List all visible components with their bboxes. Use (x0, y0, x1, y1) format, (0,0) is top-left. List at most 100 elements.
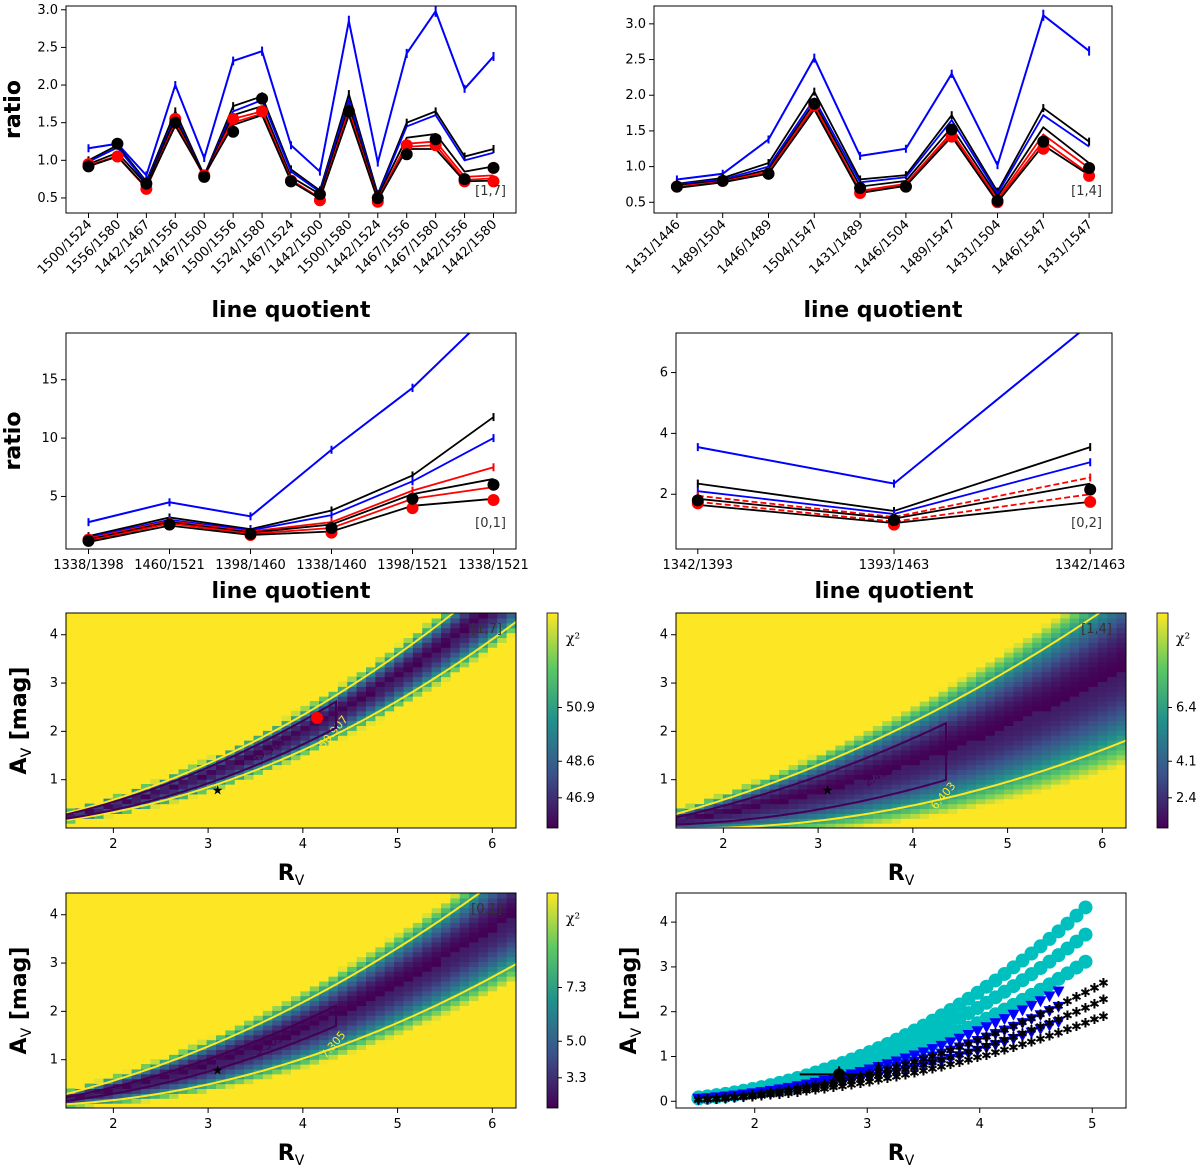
heatmap-cell (844, 754, 855, 761)
heatmap-cell (1051, 686, 1061, 692)
heatmap-cell (732, 823, 743, 828)
heatmap-cell (441, 627, 451, 634)
data-point-red: ✱ (1035, 1008, 1046, 1023)
heatmap-cell (1116, 691, 1126, 697)
data-point-blue (692, 1093, 705, 1105)
series-line-black-3 (88, 497, 494, 543)
heatmap-cell (412, 951, 423, 958)
heatmap-cell (431, 990, 442, 997)
heatmap-cell (976, 725, 986, 731)
heatmap-cell (497, 613, 508, 619)
heatmap-cell (347, 1024, 358, 1031)
heatmap-cell (478, 907, 489, 914)
heatmap-cell (262, 1078, 273, 1085)
data-point-blue (926, 1044, 939, 1056)
heatmap-cell (985, 740, 996, 746)
heatmap-cell (506, 922, 516, 928)
y-axis-label-unit: [mag] (617, 947, 642, 1028)
heatmap-cell (1041, 691, 1052, 697)
heatmap-cell (262, 1020, 273, 1026)
heatmap-cell (1097, 754, 1108, 761)
heatmap-cell (281, 725, 292, 731)
data-point-red: ✱ (810, 1084, 821, 1099)
heatmap-cell (1060, 764, 1071, 770)
heatmap-cell (1079, 759, 1090, 766)
heatmap-cell (976, 696, 986, 702)
heatmap-cell (910, 730, 921, 736)
heatmap-cell (1004, 671, 1015, 678)
y-tick-label: 1.5 (625, 124, 646, 139)
data-point-blue (935, 1048, 948, 1060)
heatmap-cell (1022, 730, 1033, 736)
data-point-red-dots (227, 112, 240, 125)
heatmap-cell (694, 818, 705, 824)
heatmap-cell (1097, 671, 1108, 678)
heatmap-cell (469, 1000, 480, 1006)
data-point-blue (917, 1047, 930, 1059)
heatmap-cell (244, 1078, 255, 1085)
data-point-red: ✱ (1089, 997, 1100, 1012)
heatmap-cell (882, 725, 893, 731)
heatmap-cell (225, 1078, 236, 1085)
heatmap-cell (929, 744, 940, 751)
heatmap-cell (244, 1083, 255, 1090)
heatmap-cell (384, 985, 395, 992)
heatmap-cell (337, 1054, 348, 1060)
heatmap-cell (328, 720, 339, 726)
heatmap-cell (844, 769, 855, 775)
heatmap-cell (94, 798, 105, 805)
heatmap-cell (1013, 740, 1024, 746)
heatmap-cell (1004, 681, 1015, 687)
heatmap-cell (872, 793, 883, 800)
heatmap-cell (506, 627, 516, 634)
x-tick-label: 1338/1460 (296, 558, 367, 573)
data-point-black-dots (371, 191, 384, 204)
data-point-black-dots (670, 180, 683, 193)
heatmap-cell (375, 966, 386, 972)
data-point-red-dots (1084, 495, 1097, 508)
heatmap-cell (826, 759, 836, 766)
colorbar-tick-label: 6.4 (1176, 701, 1197, 716)
heatmap-cell (281, 740, 292, 746)
data-point-blue (890, 1062, 903, 1074)
data-point-red: ✱ (1044, 1017, 1055, 1032)
heatmap-cell (994, 666, 1005, 673)
heatmap-cell (1041, 627, 1052, 634)
heatmap-cell (469, 912, 480, 919)
data-point-black-dots (285, 175, 297, 188)
heatmap-cell (1032, 652, 1043, 658)
heatmap-cell (1004, 676, 1015, 683)
heatmap-cell (487, 932, 498, 938)
heatmap-cell (422, 1010, 433, 1016)
heatmap-cell (957, 774, 968, 780)
heatmap-cell (882, 730, 893, 736)
heatmap-cell (854, 735, 865, 741)
heatmap-cell (431, 617, 442, 624)
data-point-red: ✱ (1053, 1013, 1064, 1028)
heatmap-cell (929, 740, 940, 746)
series-line-black-2 (88, 478, 494, 541)
heatmap-cell (1041, 661, 1052, 668)
heatmap-cell (506, 632, 516, 639)
heatmap-cell (788, 784, 799, 790)
heatmap-cell (375, 946, 386, 953)
data-point-red: ✱ (1044, 1004, 1055, 1019)
heatmap-cell (169, 798, 180, 805)
heatmap-cell (1004, 740, 1015, 746)
heatmap-cell (985, 808, 996, 814)
heatmap-cell (713, 818, 724, 824)
heatmap-cell (450, 893, 461, 899)
data-point-red: ✱ (918, 1065, 929, 1080)
heatmap-cell (788, 818, 799, 824)
heatmap-cell (366, 966, 376, 972)
heatmap-cell (1032, 740, 1043, 746)
heatmap-cell (938, 813, 949, 819)
heatmap-cell (938, 696, 949, 702)
heatmap-cell (431, 966, 442, 972)
heatmap-cell (375, 976, 386, 982)
data-point-red: ✱ (1026, 1024, 1037, 1039)
heatmap-cell (356, 1005, 367, 1011)
x-tick-label: 5 (1088, 1117, 1096, 1132)
heatmap-cell (206, 1083, 217, 1090)
heatmap-cell (901, 774, 911, 780)
